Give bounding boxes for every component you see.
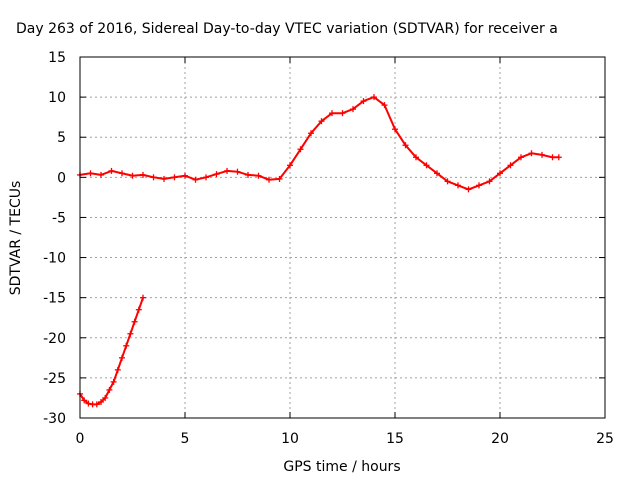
data-point [171,174,178,181]
data-point [108,167,115,174]
data-point [85,400,92,407]
data-point [402,142,409,149]
data-point [381,102,388,109]
y-tick-label: -5 [52,210,66,226]
data-point [434,170,440,177]
data-point [161,175,167,182]
data-point [98,171,104,178]
data-point [507,162,514,169]
series-layer [77,94,562,408]
data-point [371,94,377,101]
chart-title: Day 263 of 2016, Sidereal Day-to-day VTE… [16,21,558,37]
y-tick-label: -10 [43,251,66,267]
y-tick-label: -30 [43,411,66,427]
data-point [131,318,138,325]
data-point [350,106,356,113]
data-point [287,162,293,169]
data-point [119,170,125,177]
x-tick-label: 5 [181,431,190,447]
data-point [87,170,94,177]
data-point [102,394,109,401]
grid [80,57,605,418]
y-tick-label: -25 [43,371,66,387]
data-point [245,171,251,178]
x-tick-label: 20 [491,431,509,447]
x-tick-label: 25 [596,431,614,447]
data-point [129,172,136,179]
x-axis-label: GPS time / hours [283,459,400,475]
series-1-line [79,96,560,191]
plot-frame [79,56,606,419]
y-axis-label: SDTVAR / TECUs [8,181,24,296]
data-point [255,172,262,179]
x-tick-label: 0 [76,431,85,447]
data-point [318,118,325,125]
y-tick-label: 15 [48,50,66,66]
data-point [182,172,188,179]
data-point [140,294,146,301]
series-2-line [79,296,144,406]
x-tick-label: 10 [281,431,299,447]
data-point [203,174,209,181]
data-point [549,154,556,161]
data-point [392,126,398,133]
data-point [81,397,88,404]
data-point [329,110,335,117]
data-point [297,146,304,153]
data-point [486,178,493,185]
data-point [266,176,272,183]
data-point [539,151,545,158]
data-point [465,186,472,193]
data-point [555,154,562,161]
data-point [140,171,146,178]
y-tick-label: 10 [48,90,66,106]
data-point [224,167,230,174]
data-point [497,170,503,177]
y-tick-label: 5 [57,130,66,146]
data-point [119,354,125,361]
y-tick-label: -15 [43,291,66,307]
data-point [308,130,314,137]
data-point [528,150,535,157]
data-point [127,330,134,337]
data-point [360,98,367,105]
tick-labels: 0 5 10 15 20 25 -30 -25 -20 -15 -10 -5 0 5 10 15 [43,50,614,447]
y-tick-label: 0 [57,170,66,186]
data-point [192,176,199,183]
data-point [234,168,241,175]
data-point [413,154,419,161]
x-tick-label: 15 [386,431,404,447]
data-point [455,182,461,189]
data-point [135,306,142,313]
data-point [150,174,157,181]
data-point [518,154,524,161]
y-tick-label: -20 [43,331,66,347]
data-point [106,386,113,393]
data-point [114,366,121,373]
data-point [339,110,346,117]
data-point [93,401,100,408]
data-point [98,398,104,405]
data-point [213,171,220,178]
data-point [476,182,482,189]
data-point [444,178,451,185]
data-point [123,342,130,349]
data-point [423,162,430,169]
data-point [276,175,283,182]
data-point [110,378,117,385]
